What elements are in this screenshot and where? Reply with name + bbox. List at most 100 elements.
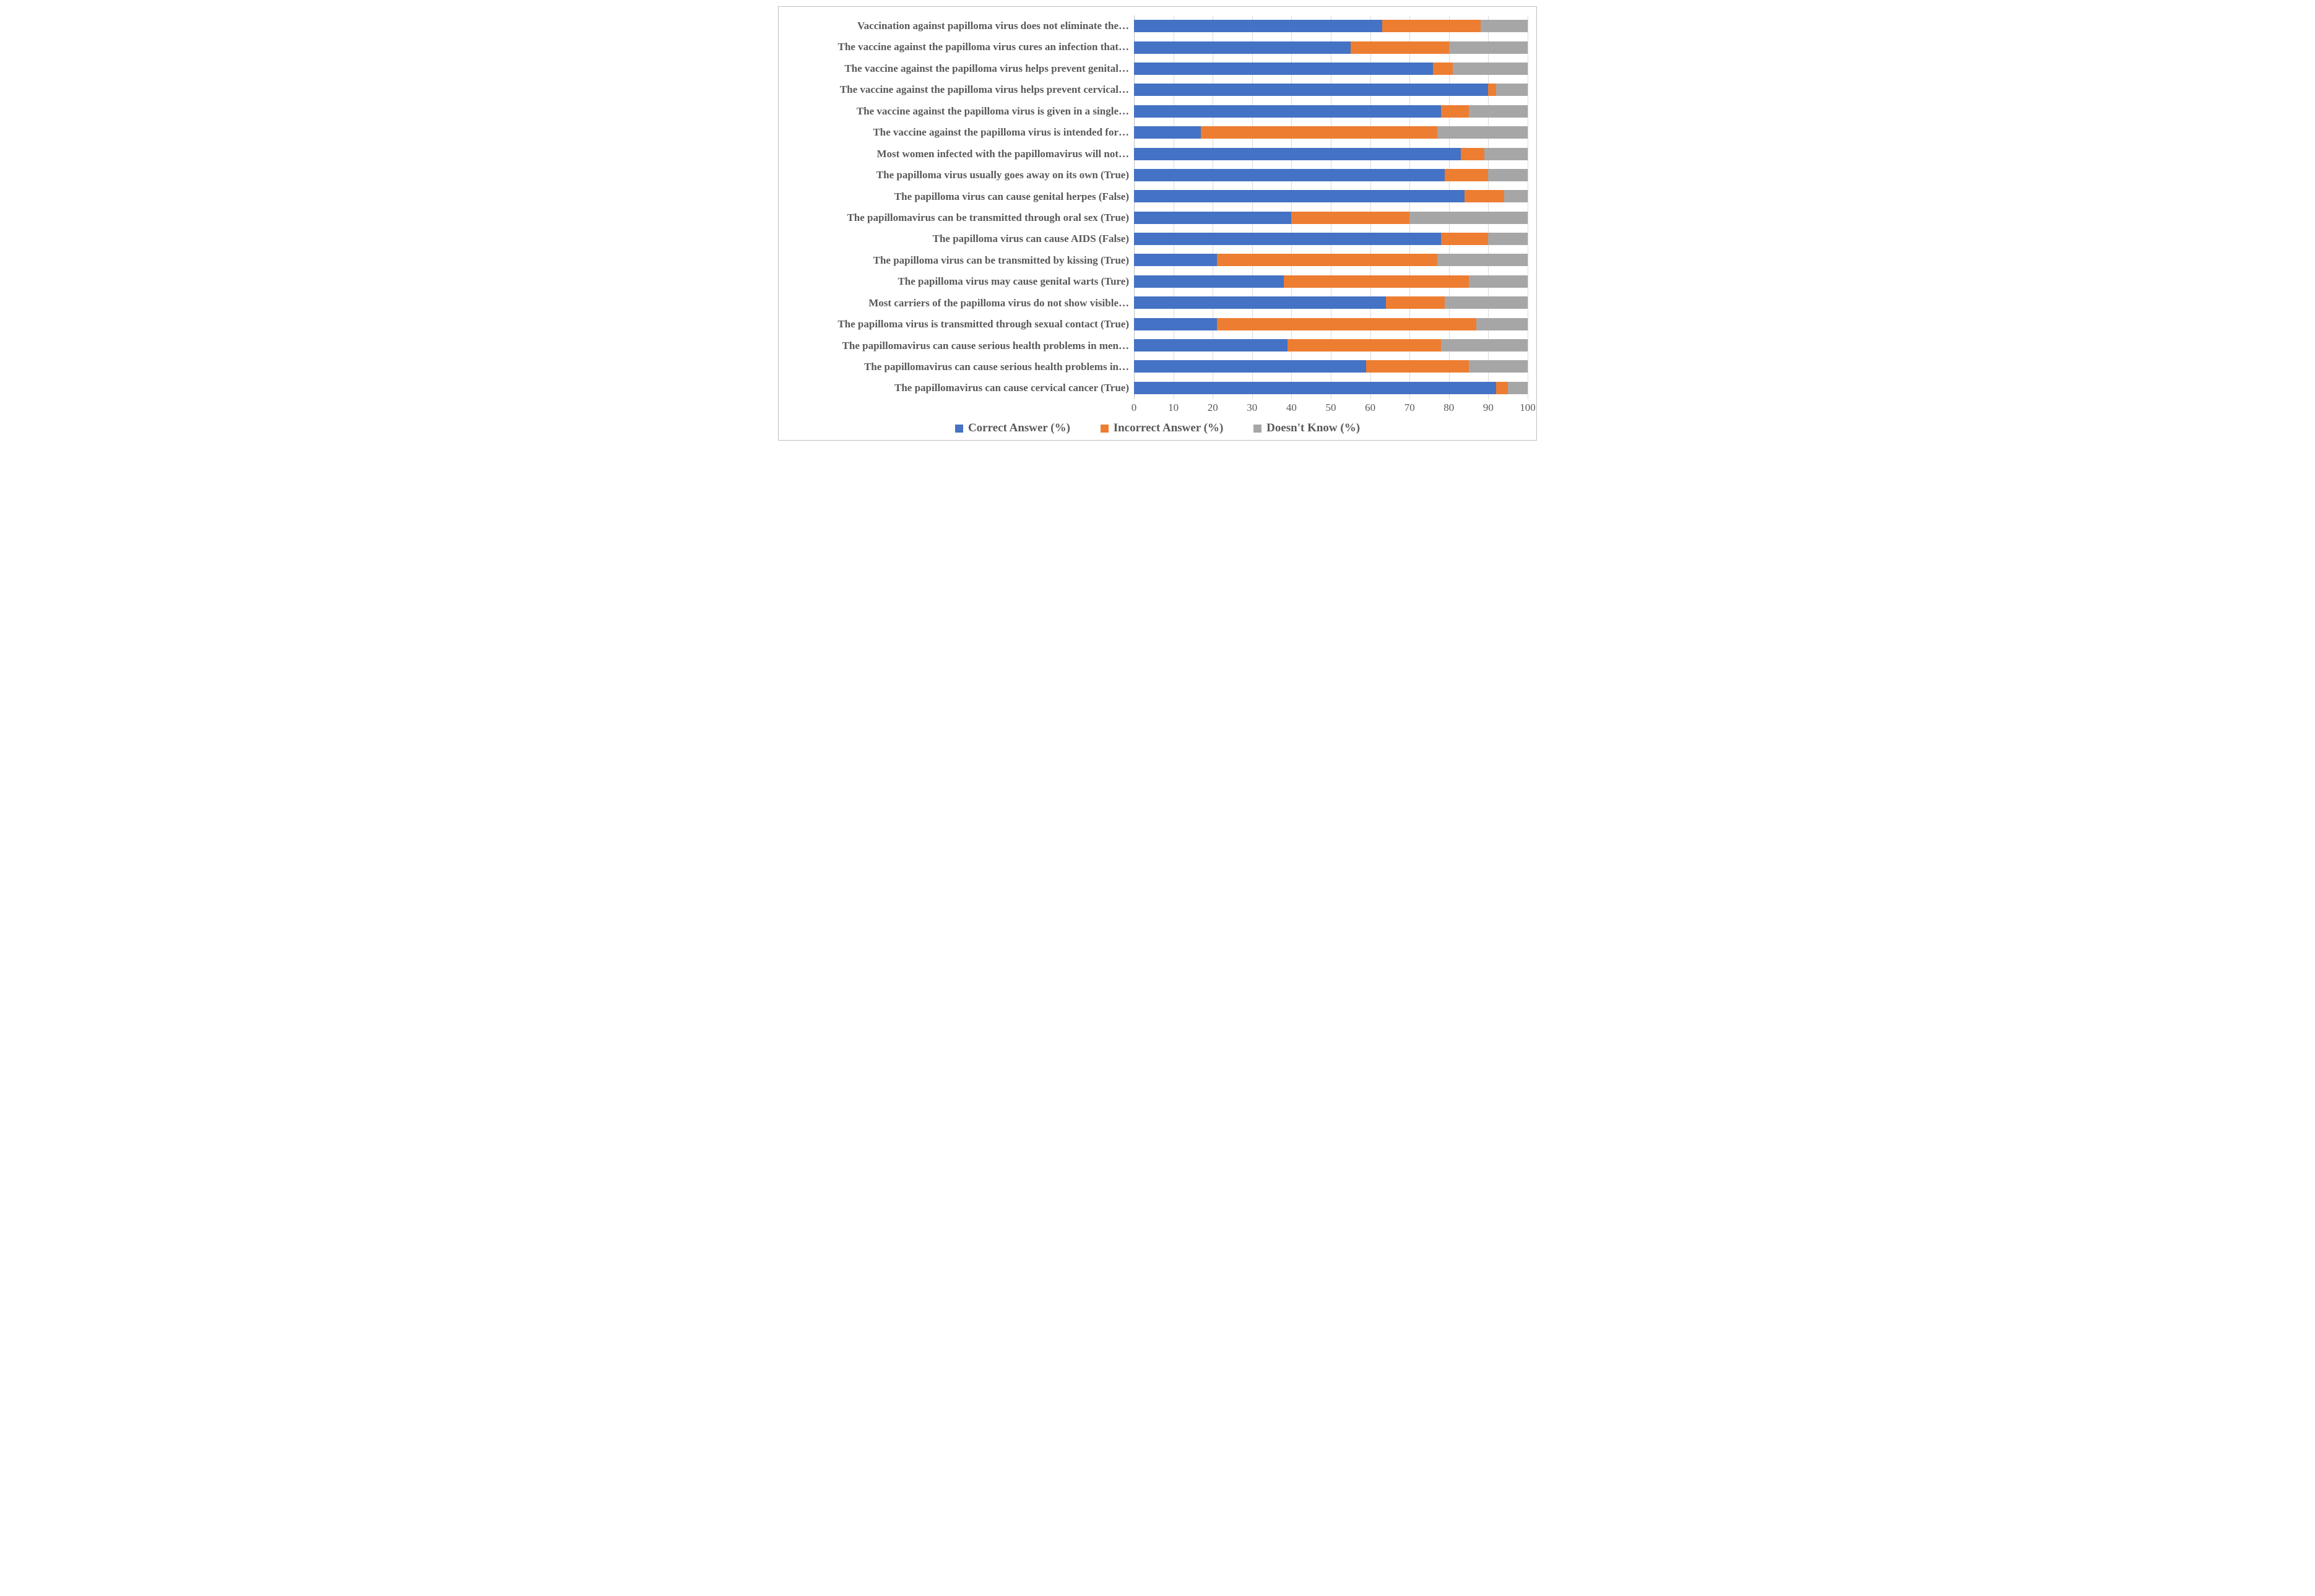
category-label: The vaccine against the papilloma virus … [787, 37, 1129, 58]
category-label: Most women infected with the papillomavi… [787, 144, 1129, 165]
bar-segment-correct [1134, 105, 1441, 118]
category-label: The papillomavirus can cause serious hea… [787, 356, 1129, 377]
x-axis: 0102030405060708090100 [1134, 399, 1528, 416]
bar-segment-dk [1469, 275, 1528, 288]
legend-item-correct: Correct Answer (%) [955, 421, 1070, 435]
category-label: The papilloma virus is transmitted throu… [787, 314, 1129, 335]
bar-segment-correct [1134, 148, 1461, 160]
bar-segment-dk [1484, 148, 1528, 160]
x-tick-label: 40 [1286, 402, 1297, 414]
bar-segment-correct [1134, 212, 1291, 224]
bar-row [1134, 15, 1528, 37]
x-tick-label: 100 [1520, 402, 1536, 414]
bar-segment-incorrect [1386, 296, 1445, 309]
bar-segment-incorrect [1291, 212, 1409, 224]
bar-track [1134, 339, 1528, 352]
bar-track [1134, 360, 1528, 373]
bar-segment-incorrect [1217, 318, 1477, 330]
bar-track [1134, 169, 1528, 181]
bar-segment-correct [1134, 169, 1445, 181]
bar-segment-dk [1437, 254, 1528, 266]
bar-segment-dk [1496, 84, 1528, 96]
bar-segment-correct [1134, 126, 1201, 139]
legend-label: Incorrect Answer (%) [1114, 421, 1224, 435]
bar-segment-correct [1134, 382, 1496, 394]
bar-row [1134, 292, 1528, 313]
x-tick-label: 70 [1404, 402, 1415, 414]
bar-track [1134, 126, 1528, 139]
bar-segment-correct [1134, 190, 1465, 202]
bar-segment-incorrect [1465, 190, 1504, 202]
bar-segment-correct [1134, 20, 1382, 32]
category-label: The papilloma virus can cause genital he… [787, 186, 1129, 207]
bar-segment-dk [1508, 382, 1528, 394]
category-label: The papilloma virus can cause AIDS (Fals… [787, 228, 1129, 249]
legend-item-incorrect: Incorrect Answer (%) [1101, 421, 1224, 435]
bar-segment-correct [1134, 318, 1217, 330]
bar-row [1134, 143, 1528, 164]
bar-segment-correct [1134, 63, 1433, 75]
bar-row [1134, 186, 1528, 207]
x-tick-label: 10 [1168, 402, 1179, 414]
bar-segment-dk [1469, 360, 1528, 373]
bar-row [1134, 79, 1528, 100]
bar-row [1134, 313, 1528, 334]
bar-segment-correct [1134, 84, 1488, 96]
bar-segment-correct [1134, 254, 1217, 266]
bar-segment-correct [1134, 339, 1287, 352]
category-label: The papilloma virus usually goes away on… [787, 165, 1129, 186]
bar-row [1134, 356, 1528, 377]
x-tick-label: 50 [1326, 402, 1336, 414]
bar-segment-incorrect [1351, 41, 1449, 54]
bar-segment-dk [1488, 169, 1528, 181]
x-tick-label: 20 [1208, 402, 1218, 414]
bars [1134, 15, 1528, 399]
category-label: The papilloma virus may cause genital wa… [787, 271, 1129, 292]
bar-track [1134, 233, 1528, 245]
bar-segment-dk [1453, 63, 1528, 75]
bar-segment-dk [1409, 212, 1528, 224]
bar-segment-correct [1134, 233, 1441, 245]
category-label: The papillomavirus can cause cervical ca… [787, 377, 1129, 399]
category-label: Most carriers of the papilloma virus do … [787, 293, 1129, 314]
bar-row [1134, 101, 1528, 122]
bar-segment-incorrect [1284, 275, 1469, 288]
bar-segment-incorrect [1201, 126, 1437, 139]
bar-segment-correct [1134, 296, 1386, 309]
chart-container: Vaccination against papilloma virus does… [772, 0, 1543, 447]
legend-label: Correct Answer (%) [968, 421, 1070, 435]
bar-row [1134, 249, 1528, 270]
legend-label: Doesn't Know (%) [1266, 421, 1360, 435]
bar-row [1134, 377, 1528, 399]
bar-row [1134, 271, 1528, 292]
x-tick-label: 60 [1365, 402, 1375, 414]
bar-track [1134, 382, 1528, 394]
category-label: The vaccine against the papilloma virus … [787, 101, 1129, 122]
bar-segment-correct [1134, 41, 1351, 54]
y-axis-labels: Vaccination against papilloma virus does… [787, 15, 1134, 399]
bar-segment-incorrect [1287, 339, 1441, 352]
bar-segment-incorrect [1445, 169, 1488, 181]
bar-segment-correct [1134, 275, 1284, 288]
chart-frame: Vaccination against papilloma virus does… [778, 6, 1537, 441]
legend: Correct Answer (%) Incorrect Answer (%) … [787, 421, 1528, 436]
legend-item-doesnt-know: Doesn't Know (%) [1253, 421, 1360, 435]
bar-track [1134, 105, 1528, 118]
category-label: The papillomavirus can be transmitted th… [787, 207, 1129, 228]
bar-row [1134, 228, 1528, 249]
bars-area [1134, 15, 1528, 399]
bar-track [1134, 275, 1528, 288]
x-tick-label: 30 [1247, 402, 1257, 414]
bar-segment-incorrect [1488, 84, 1496, 96]
bar-segment-incorrect [1496, 382, 1508, 394]
bar-segment-incorrect [1441, 105, 1469, 118]
bar-track [1134, 296, 1528, 309]
category-label: The vaccine against the papilloma virus … [787, 58, 1129, 79]
bar-track [1134, 254, 1528, 266]
bar-row [1134, 335, 1528, 356]
bar-segment-incorrect [1366, 360, 1468, 373]
bar-segment-dk [1481, 20, 1528, 32]
bar-track [1134, 212, 1528, 224]
category-label: The vaccine against the papilloma virus … [787, 79, 1129, 100]
bar-segment-incorrect [1433, 63, 1453, 75]
